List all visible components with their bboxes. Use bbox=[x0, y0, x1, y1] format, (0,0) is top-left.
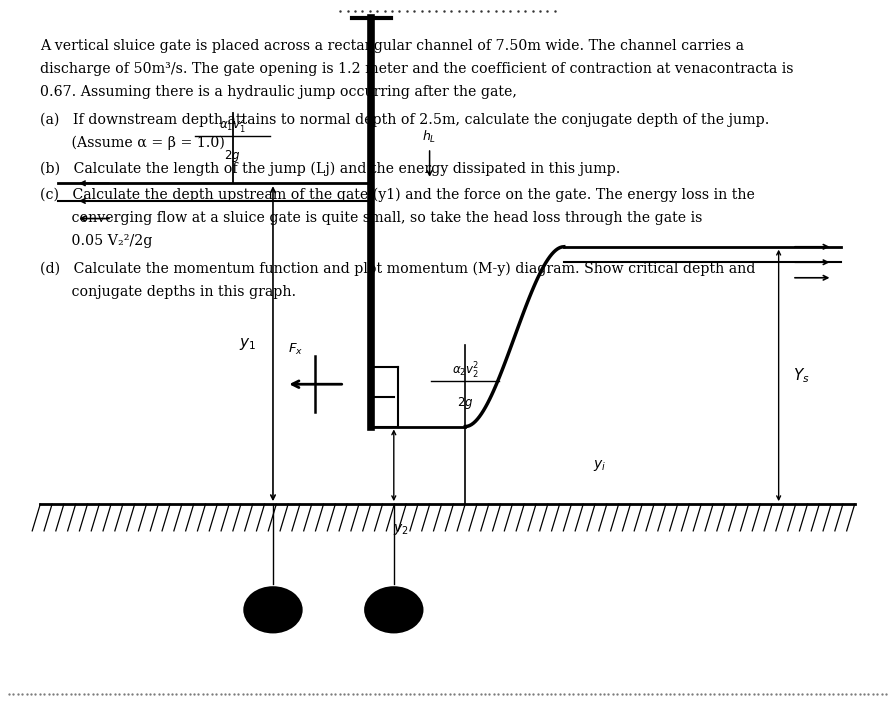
Circle shape bbox=[365, 587, 422, 632]
Text: $Y_s$: $Y_s$ bbox=[792, 366, 808, 385]
Text: (b)   Calculate the length of the jump (Lj) and the energy dissipated in this ju: (b) Calculate the length of the jump (Lj… bbox=[40, 161, 620, 176]
Text: 2: 2 bbox=[389, 603, 398, 616]
Text: (Assume α = β = 1.0): (Assume α = β = 1.0) bbox=[40, 136, 225, 150]
Text: A vertical sluice gate is placed across a rectangular channel of 7.50m wide. The: A vertical sluice gate is placed across … bbox=[40, 39, 744, 53]
Text: converging flow at a sluice gate is quite small, so take the head loss through t: converging flow at a sluice gate is quit… bbox=[40, 211, 702, 224]
Text: $\alpha_2 v_2^2$: $\alpha_2 v_2^2$ bbox=[451, 360, 478, 381]
Text: (c)   Calculate the depth upstream of the gate (y1) and the force on the gate. T: (c) Calculate the depth upstream of the … bbox=[40, 188, 755, 202]
Text: (a)   If downstream depth attains to normal depth of 2.5m, calculate the conjuga: (a) If downstream depth attains to norma… bbox=[40, 113, 769, 127]
Text: $h_L$: $h_L$ bbox=[422, 128, 436, 145]
Circle shape bbox=[244, 587, 301, 632]
Text: $y_1$: $y_1$ bbox=[239, 336, 257, 352]
Text: $2g$: $2g$ bbox=[457, 395, 473, 411]
Text: $2g$: $2g$ bbox=[224, 148, 240, 164]
Text: $\alpha_1 v_1^2$: $\alpha_1 v_1^2$ bbox=[219, 116, 246, 136]
Text: (d)   Calculate the momentum function and plot momentum (M-y) diagram. Show crit: (d) Calculate the momentum function and … bbox=[40, 262, 755, 276]
Text: 0.67. Assuming there is a hydraulic jump occurring after the gate,: 0.67. Assuming there is a hydraulic jump… bbox=[40, 85, 517, 99]
Text: discharge of 50m³/s. The gate opening is 1.2 meter and the coefficient of contra: discharge of 50m³/s. The gate opening is… bbox=[40, 62, 793, 76]
Text: conjugate depths in this graph.: conjugate depths in this graph. bbox=[40, 285, 296, 299]
Text: $y_2$: $y_2$ bbox=[392, 522, 409, 537]
Text: $F_x$: $F_x$ bbox=[288, 341, 302, 357]
Text: $y_i$: $y_i$ bbox=[593, 458, 605, 473]
Text: 1: 1 bbox=[268, 603, 277, 616]
Text: 0.05 V₂²/2g: 0.05 V₂²/2g bbox=[40, 234, 153, 247]
